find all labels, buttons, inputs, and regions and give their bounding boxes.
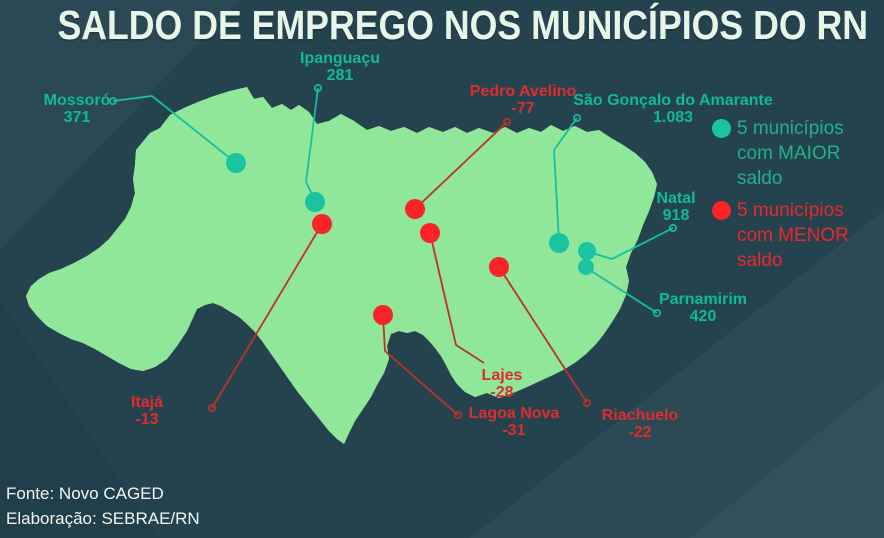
city-dot-menor [312,214,332,234]
municipality-cell [192,422,247,444]
city-dot-menor [489,257,509,277]
municipality-cell [463,87,528,116]
municipality-cell [463,425,525,444]
leader-anchor-icon [652,308,661,317]
leader-line-8 [382,314,459,416]
leader-line-9 [498,266,588,404]
municipality-cell [239,427,294,444]
city-dot-menor [420,223,440,243]
leader-anchor-icon [453,410,462,419]
city-dot-maior [226,153,246,173]
leader-anchor-icon [502,118,511,127]
city-dot-menor [405,199,425,219]
leader-anchor-icon [208,403,217,412]
footer-elaboration: Elaboração: SEBRAE/RN [6,509,200,528]
footer: Fonte: Novo CAGED Elaboração: SEBRAE/RN [6,481,200,531]
municipality-cell [45,208,105,254]
municipality-cell [426,421,470,444]
footer-source: Fonte: Novo CAGED [6,484,164,503]
municipality-cell [653,113,657,170]
leader-line-2 [553,117,578,242]
leader-line-6 [211,223,323,409]
leader-line-4 [587,268,658,314]
municipality-cell [653,87,657,123]
municipality-cell [413,87,482,129]
city-dot-maior [305,192,325,212]
background-facet [470,210,884,538]
municipality-cell [382,421,433,444]
leader-anchor-icon [313,84,322,93]
city-dot-menor [373,305,393,325]
municipality-cell [375,381,429,424]
municipality-cell [376,87,416,133]
municipality-cell [649,293,657,353]
municipality-cell [609,87,657,116]
legend-menor-label: 5 municípios com MENOR saldo [737,200,849,271]
legend-item-maior-saldo: 5 municípios com MAIOR saldo [712,116,882,191]
city-dot-maior [578,242,596,260]
municipality-cell [277,424,336,444]
municipality-cell [597,338,656,389]
municipality-cell [517,87,571,126]
municipality-cell [99,383,152,435]
legend-green-dot-icon [712,119,731,138]
municipality-cell [195,332,246,391]
leader-anchor-icon [572,114,581,123]
background-facet [0,300,160,538]
legend-maior-label: 5 municípios com MAIOR saldo [737,118,844,189]
legend-item-menor-saldo: 5 municípios com MENOR saldo [712,198,882,273]
leader-anchor-icon [109,97,118,106]
leader-line-5 [414,121,508,210]
leader-line-0 [112,95,237,164]
legend-red-dot-icon [712,201,731,220]
municipality-cell [146,383,204,435]
leader-line-7 [429,232,485,364]
leader-line-3 [588,227,674,260]
municipality-cell [233,376,284,434]
municipality-cell [141,422,202,444]
municipality-cell [192,379,241,429]
city-dot-maior [549,233,569,253]
leader-anchor-icon [582,398,591,407]
city-dot-maior [578,259,594,275]
leader-anchor-icon [668,224,677,233]
municipality-cell [642,246,657,305]
page-title: SALDO DE EMPREGO NOS MUNICÍPIOS DO RN [57,2,869,48]
municipality-cell [552,87,614,126]
